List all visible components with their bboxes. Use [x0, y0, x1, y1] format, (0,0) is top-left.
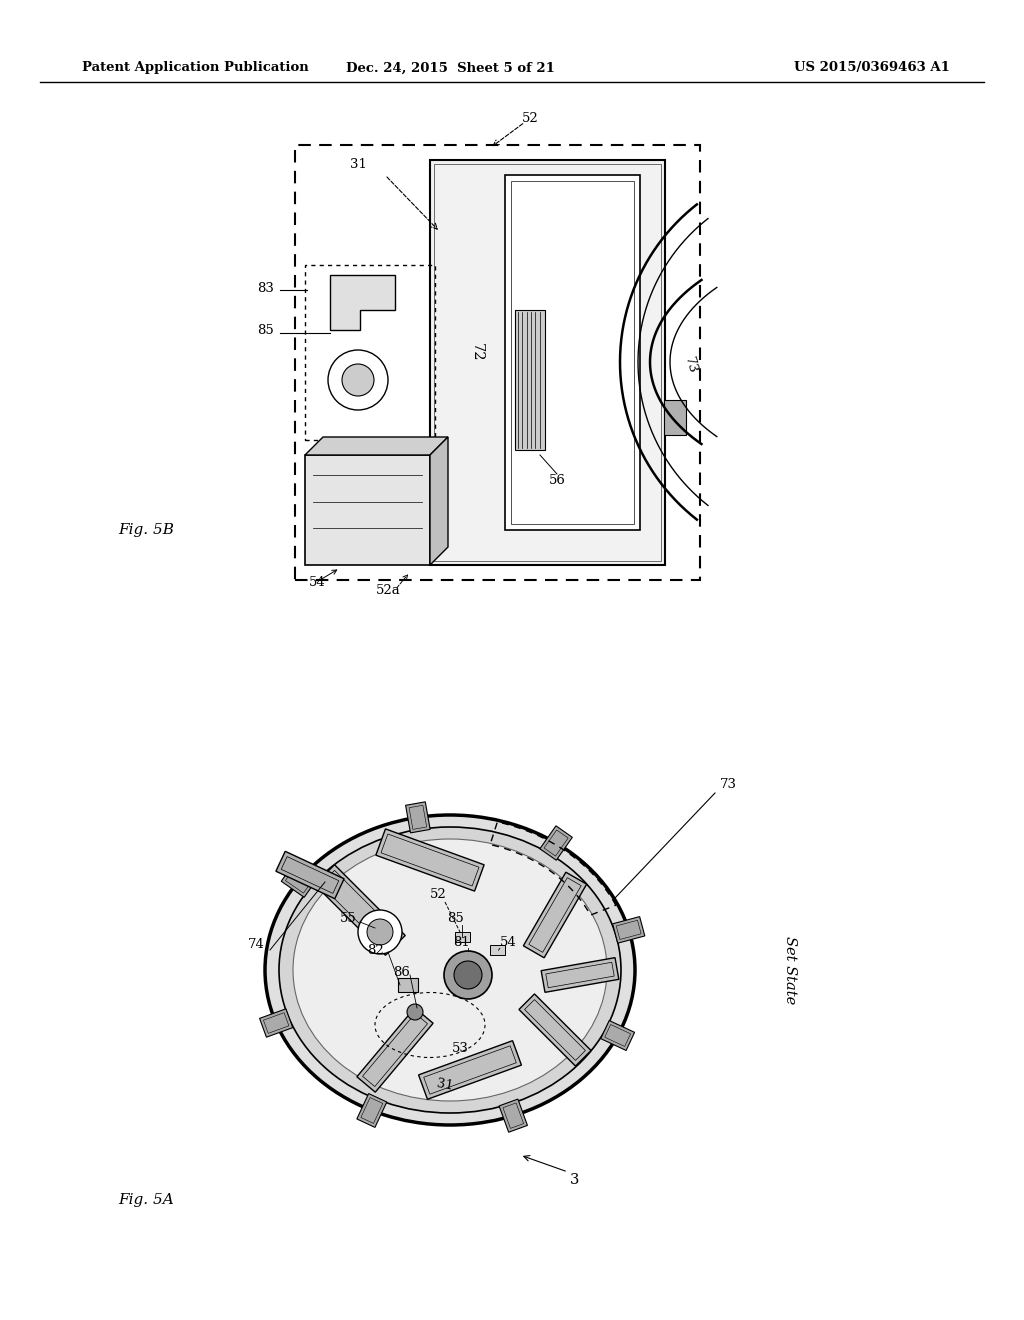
Circle shape: [367, 919, 393, 945]
Bar: [360, 1097, 383, 1123]
Text: Dec. 24, 2015  Sheet 5 of 21: Dec. 24, 2015 Sheet 5 of 21: [345, 62, 554, 74]
Bar: [430, 160, 665, 565]
Circle shape: [444, 950, 492, 999]
Circle shape: [454, 961, 482, 989]
Polygon shape: [275, 851, 344, 899]
Text: Fig. 5B: Fig. 5B: [118, 523, 174, 537]
Bar: [605, 1024, 631, 1047]
Bar: [511, 181, 634, 524]
Text: 86: 86: [393, 965, 411, 978]
Bar: [259, 1008, 293, 1038]
Text: 74: 74: [248, 939, 265, 952]
Polygon shape: [523, 873, 587, 958]
Text: Set State: Set State: [783, 936, 797, 1005]
Polygon shape: [314, 865, 406, 956]
Circle shape: [342, 364, 374, 396]
Bar: [601, 1020, 635, 1051]
Bar: [406, 801, 430, 833]
Text: Fig. 5A: Fig. 5A: [118, 1193, 174, 1206]
Polygon shape: [376, 829, 484, 891]
Polygon shape: [541, 957, 618, 993]
Bar: [544, 830, 568, 857]
Bar: [282, 865, 315, 898]
Bar: [263, 1012, 289, 1034]
Polygon shape: [330, 275, 395, 330]
Bar: [305, 265, 435, 440]
Text: 55: 55: [340, 912, 356, 924]
Text: 83: 83: [257, 281, 274, 294]
Text: 54: 54: [308, 576, 326, 589]
Bar: [305, 455, 430, 565]
Text: 31: 31: [349, 158, 367, 172]
Text: 82: 82: [367, 944, 383, 957]
Polygon shape: [430, 437, 449, 565]
Ellipse shape: [265, 814, 635, 1125]
Bar: [540, 826, 572, 861]
Text: 56: 56: [549, 474, 565, 487]
Polygon shape: [519, 994, 591, 1067]
Text: 72: 72: [470, 343, 484, 362]
Text: 52: 52: [430, 888, 446, 902]
Bar: [612, 916, 645, 944]
Text: US 2015/0369463 A1: US 2015/0369463 A1: [795, 62, 950, 74]
Bar: [515, 310, 545, 450]
Text: 85: 85: [257, 323, 274, 337]
Bar: [434, 164, 662, 561]
Bar: [455, 932, 470, 942]
Text: 85: 85: [446, 912, 464, 924]
Bar: [409, 805, 427, 829]
Bar: [295, 145, 700, 579]
Text: 52: 52: [521, 111, 539, 124]
Bar: [356, 1093, 387, 1127]
Text: 52a: 52a: [376, 583, 400, 597]
Polygon shape: [357, 1007, 433, 1092]
Bar: [499, 1100, 527, 1133]
Polygon shape: [419, 1040, 521, 1100]
Circle shape: [407, 1005, 423, 1020]
Text: 53: 53: [452, 1041, 468, 1055]
Text: 81: 81: [454, 936, 470, 949]
Bar: [490, 945, 505, 954]
Ellipse shape: [279, 828, 621, 1113]
Ellipse shape: [293, 840, 607, 1101]
Text: Patent Application Publication: Patent Application Publication: [82, 62, 309, 74]
Circle shape: [358, 909, 402, 954]
Bar: [398, 978, 418, 993]
Bar: [664, 400, 686, 436]
Text: 73: 73: [720, 779, 737, 792]
Bar: [505, 176, 640, 531]
Text: 31: 31: [435, 1077, 455, 1093]
Polygon shape: [305, 437, 449, 455]
Text: 54: 54: [500, 936, 516, 949]
Bar: [503, 1104, 523, 1129]
Bar: [616, 920, 641, 940]
Bar: [286, 869, 311, 894]
Circle shape: [328, 350, 388, 411]
Text: 3: 3: [570, 1173, 580, 1187]
Text: 73: 73: [682, 355, 698, 375]
